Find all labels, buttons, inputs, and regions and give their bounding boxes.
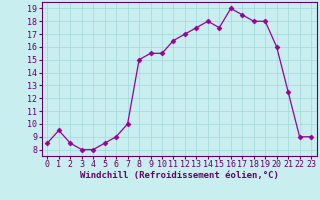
X-axis label: Windchill (Refroidissement éolien,°C): Windchill (Refroidissement éolien,°C)	[80, 171, 279, 180]
